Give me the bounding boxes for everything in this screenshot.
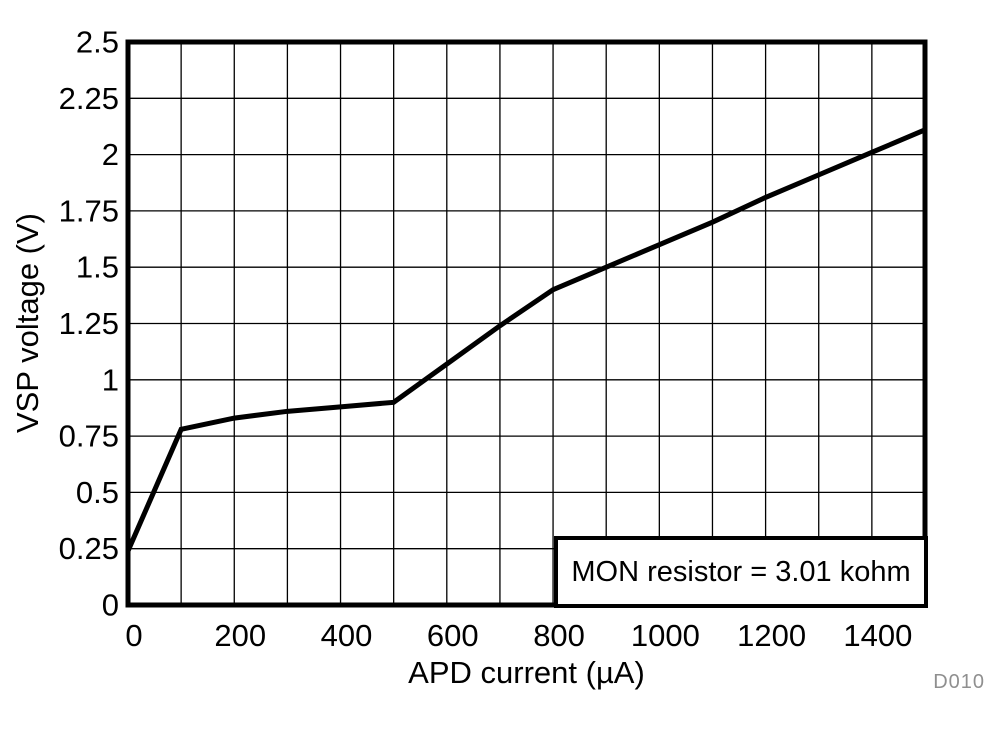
legend-box: MON resistor = 3.01 kohm <box>554 536 928 608</box>
x-tick-label: 1000 <box>631 618 700 653</box>
y-tick-label: 1.25 <box>59 306 119 341</box>
y-tick-label: 0.25 <box>59 531 119 566</box>
y-tick-label: 0 <box>102 588 119 623</box>
y-tick-label: 2.5 <box>76 25 119 60</box>
y-tick-label: 1.5 <box>76 250 119 285</box>
data-series-line <box>125 127 926 552</box>
legend-label: MON resistor = 3.01 kohm <box>571 555 911 588</box>
y-tick-label: 2 <box>102 137 119 172</box>
x-tick-label: 600 <box>427 618 479 653</box>
y-tick-label: 2.25 <box>59 81 119 116</box>
y-tick-label: 1.75 <box>59 193 119 228</box>
y-axis-title-text: VSP voltage (V) <box>10 213 45 433</box>
x-tick-label: 1400 <box>843 618 912 653</box>
figure-id-label: D010 <box>933 671 985 693</box>
x-tick-label: 200 <box>214 618 266 653</box>
x-tick-label: 800 <box>533 618 585 653</box>
x-tick-label: 400 <box>321 618 373 653</box>
y-tick-label: 1 <box>102 362 119 397</box>
plot-border <box>125 39 928 608</box>
x-axis-title: APD current (µA) <box>408 655 645 690</box>
x-tick-label: 0 <box>125 618 142 653</box>
y-tick-label: 0.75 <box>59 419 119 454</box>
x-tick-label: 1200 <box>737 618 806 653</box>
y-tick-label: 0.5 <box>76 475 119 510</box>
